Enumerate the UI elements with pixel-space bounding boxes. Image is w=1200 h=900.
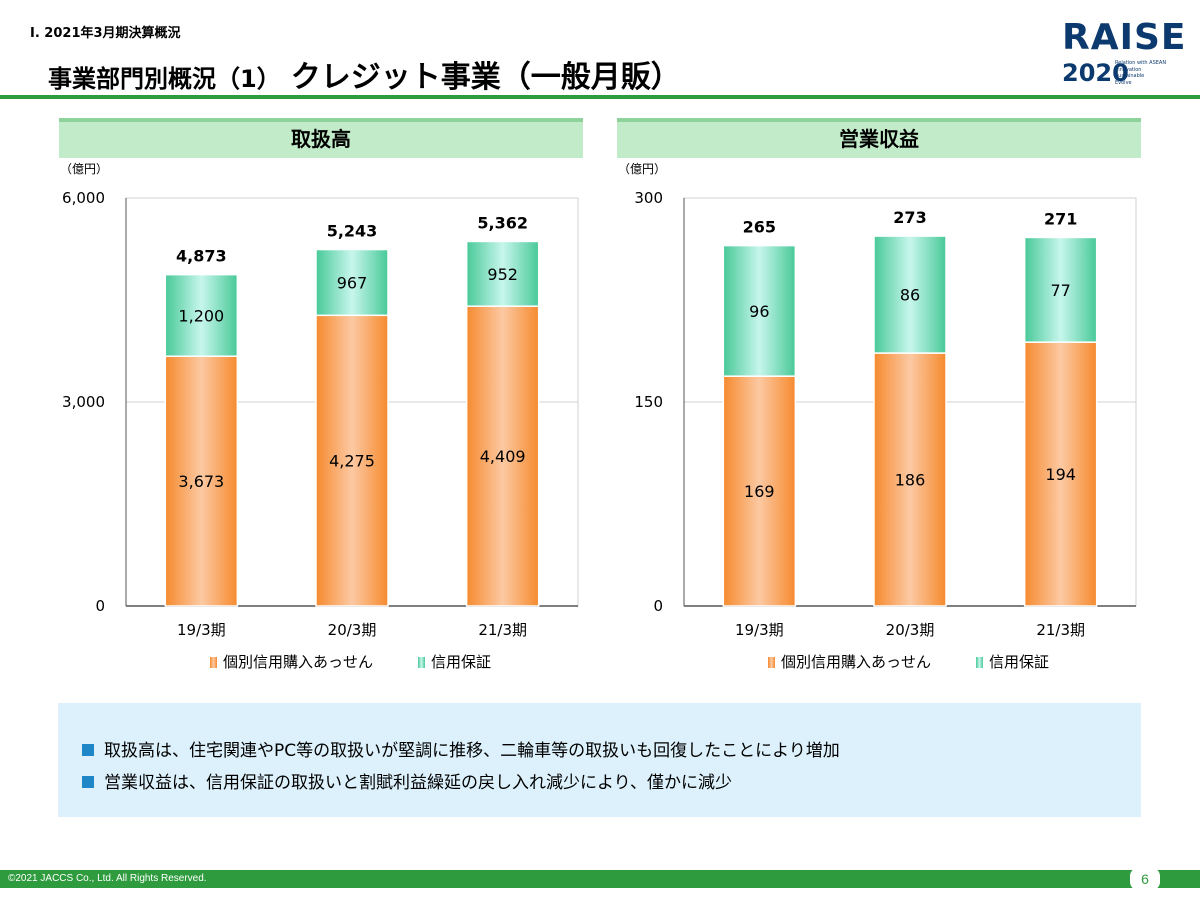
unit-label: （億円） (60, 162, 108, 176)
note-item: 営業収益は、信用保証の取扱いと割賦利益繰延の戻し入れ減少により、僅かに減少 (82, 768, 732, 793)
page-title-main: 事業部門別概況（1） (48, 65, 281, 93)
legend-label: 個別信用購入あっせん (781, 653, 931, 671)
bar-segment-guarantee (164, 273, 239, 357)
legend-swatch-guarantee (418, 657, 425, 668)
x-tick-label: 21/3期 (1036, 621, 1085, 639)
y-tick-label: 300 (634, 189, 663, 207)
copyright: ©2021 JACCS Co., Ltd. All Rights Reserve… (8, 873, 207, 884)
total-label: 265 (743, 218, 776, 237)
y-tick-label: 150 (634, 393, 663, 411)
data-label: 186 (895, 471, 926, 490)
y-tick-label: 0 (95, 597, 105, 615)
note-text: 取扱高は、住宅関連やPC等の取扱いが堅調に推移、二輪車等の取扱いも回復したことに… (104, 741, 840, 761)
notes-box (58, 703, 1141, 817)
bar-segment-installment (873, 352, 947, 607)
data-label: 96 (749, 302, 769, 321)
data-label: 77 (1050, 281, 1070, 300)
panel-title-volume: 取扱高 (59, 118, 583, 158)
data-label: 169 (744, 482, 775, 501)
total-label: 5,243 (327, 222, 378, 241)
x-tick-label: 19/3期 (735, 621, 784, 639)
bar-segment-installment (465, 305, 540, 607)
chart-volume: 0 3,000 6,000 （億円） 3,673 1,200 4,873 19/3期 4,275… (60, 162, 579, 671)
legend-swatch-installment (210, 657, 217, 668)
logo-tagline-line: Relation with ASEAN (1115, 60, 1167, 66)
logo-tagline-line: Evolve (1115, 79, 1132, 86)
logo-tagline-line: Innovation (1115, 66, 1142, 73)
data-label: 952 (487, 265, 518, 284)
bar-segment-guarantee (315, 248, 389, 317)
data-label: 4,275 (329, 452, 375, 471)
y-tick-label: 3,000 (62, 393, 105, 411)
x-tick-label: 19/3期 (177, 621, 226, 639)
unit-label: （億円） (618, 162, 666, 176)
legend-label: 信用保証 (431, 653, 491, 671)
legend-swatch-guarantee (976, 657, 983, 668)
bullet-square-icon (82, 776, 94, 788)
legend-label: 個別信用購入あっせん (223, 653, 373, 671)
y-tick-label: 0 (653, 597, 663, 615)
bar-segment-guarantee (722, 244, 797, 377)
note-text: 営業収益は、信用保証の取扱いと割賦利益繰延の戻し入れ減少により、僅かに減少 (104, 773, 732, 793)
data-label: 194 (1045, 465, 1076, 484)
data-label: 4,409 (480, 447, 526, 466)
bar-segment-installment (315, 314, 389, 607)
bar-segment-guarantee (465, 240, 540, 307)
x-tick-label: 21/3期 (478, 621, 527, 639)
header-rule (0, 95, 1200, 99)
bullet-square-icon (82, 744, 94, 756)
logo-word: RAISE (1062, 17, 1187, 58)
logo-tagline-line: Sustainable (1115, 73, 1145, 79)
total-label: 271 (1044, 209, 1077, 228)
bar-segment-installment (1023, 341, 1098, 607)
data-label: 86 (900, 286, 920, 305)
bar-segment-guarantee (1023, 236, 1098, 343)
logo-tagline: Relation with ASEAN Innovation Sustainab… (1115, 60, 1166, 86)
x-tick-label: 20/3期 (886, 621, 935, 639)
footer-bar (0, 870, 1200, 888)
page-title: 事業部門別概況（1） クレジット事業（一般月販） (48, 52, 681, 96)
data-label: 3,673 (178, 472, 224, 491)
legend-swatch-installment (768, 657, 775, 668)
bar-segment-guarantee (873, 235, 947, 354)
data-label: 1,200 (178, 306, 224, 325)
logo-year: 2020 (1062, 59, 1129, 87)
total-label: 273 (893, 208, 926, 227)
y-tick-label: 6,000 (62, 189, 105, 207)
raise-logo: RAISE 2020 Relation with ASEAN Innovatio… (1062, 20, 1186, 92)
page-subtitle: クレジット事業（一般月販） (290, 60, 681, 95)
x-tick-label: 20/3期 (328, 621, 377, 639)
legend-label: 信用保証 (989, 653, 1049, 671)
bar-segment-installment (722, 375, 797, 607)
section-label: Ⅰ. 2021年3月期決算概況 (30, 26, 181, 41)
total-label: 4,873 (176, 247, 227, 266)
page-number: 6 (1130, 868, 1160, 890)
note-item: 取扱高は、住宅関連やPC等の取扱いが堅調に推移、二輪車等の取扱いも回復したことに… (82, 736, 840, 761)
data-label: 967 (337, 273, 368, 292)
chart-revenue: 0 150 300 （億円） 169 96 265 19/3期 186 86 273 20/3期 194… (618, 162, 1137, 671)
total-label: 5,362 (477, 213, 528, 232)
panel-title-revenue: 営業収益 (617, 118, 1141, 158)
